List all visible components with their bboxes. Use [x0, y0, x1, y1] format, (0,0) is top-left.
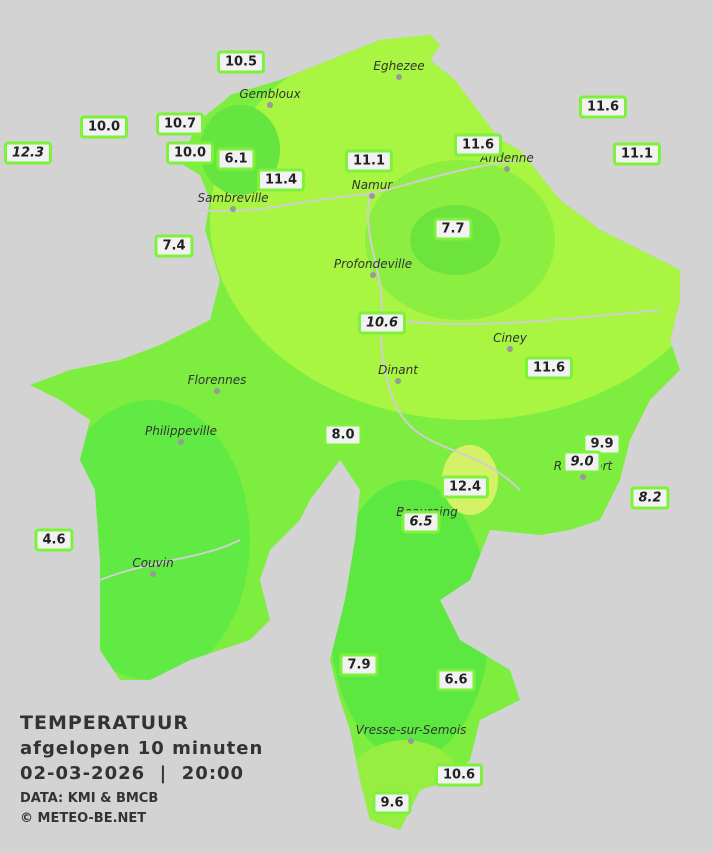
- place-dot: [150, 571, 156, 577]
- place-label: Philippeville: [145, 424, 217, 438]
- place-label: Eghezee: [373, 59, 425, 73]
- datetime: 02-03-2026 | 20:00: [20, 763, 245, 784]
- place-dot: [214, 388, 220, 394]
- station-value: 10.6: [357, 311, 407, 335]
- station-value: 11.6: [578, 95, 628, 119]
- place-dot: [178, 439, 184, 445]
- place-label: Namur: [351, 178, 393, 192]
- title: TEMPERATUUR: [20, 712, 190, 734]
- station-value: 6.5: [401, 510, 441, 534]
- place-dot: [396, 74, 402, 80]
- place-label: Dinant: [378, 363, 418, 377]
- subtitle: afgelopen 10 minuten: [20, 738, 264, 759]
- rivers: [99, 159, 661, 581]
- place-label: Sambreville: [197, 191, 269, 205]
- place-dot: [580, 474, 586, 480]
- place-label: Profondeville: [333, 257, 413, 271]
- station-value: 10.0: [165, 141, 215, 165]
- place-label: Gembloux: [239, 87, 301, 101]
- station-value: 4.6: [34, 528, 74, 552]
- station-value: 10.0: [79, 115, 129, 139]
- station-value: 6.6: [436, 668, 476, 692]
- station-value: 9.0: [562, 450, 602, 474]
- station-value: 9.9: [582, 432, 622, 456]
- source: DATA: KMI & BMCB: [20, 791, 159, 806]
- station-value: 11.1: [612, 142, 662, 166]
- station-value: 7.9: [339, 653, 379, 677]
- station-value: 6.1: [216, 147, 256, 171]
- place-dot: [370, 272, 376, 278]
- place-dot: [230, 206, 236, 212]
- place-dot: [504, 166, 510, 172]
- station-value: 11.6: [453, 133, 503, 157]
- station-value: 12.3: [3, 141, 53, 165]
- place-label: Couvin: [132, 556, 174, 570]
- station-value: 9.6: [372, 791, 412, 815]
- station-value: 10.7: [155, 112, 205, 136]
- station-value: 11.4: [256, 168, 306, 192]
- place-dot: [408, 738, 414, 744]
- place-label: Florennes: [187, 373, 247, 387]
- station-value: 10.6: [434, 763, 484, 787]
- station-value: 12.4: [440, 475, 490, 499]
- place-label: Ciney: [493, 331, 527, 345]
- place-dot: [267, 102, 273, 108]
- place-dot: [369, 193, 375, 199]
- station-value: 8.0: [323, 423, 363, 447]
- place-label: Vresse-sur-Semois: [355, 723, 467, 737]
- place-dot: [395, 378, 401, 384]
- station-value: 7.7: [433, 217, 473, 241]
- station-value: 11.1: [344, 149, 394, 173]
- station-value: 11.6: [524, 356, 574, 380]
- credit: © METEO-BE.NET: [20, 811, 147, 826]
- station-value: 8.2: [630, 486, 670, 510]
- station-value: 7.4: [154, 234, 194, 258]
- place-dot: [507, 346, 513, 352]
- station-value: 10.5: [216, 50, 266, 74]
